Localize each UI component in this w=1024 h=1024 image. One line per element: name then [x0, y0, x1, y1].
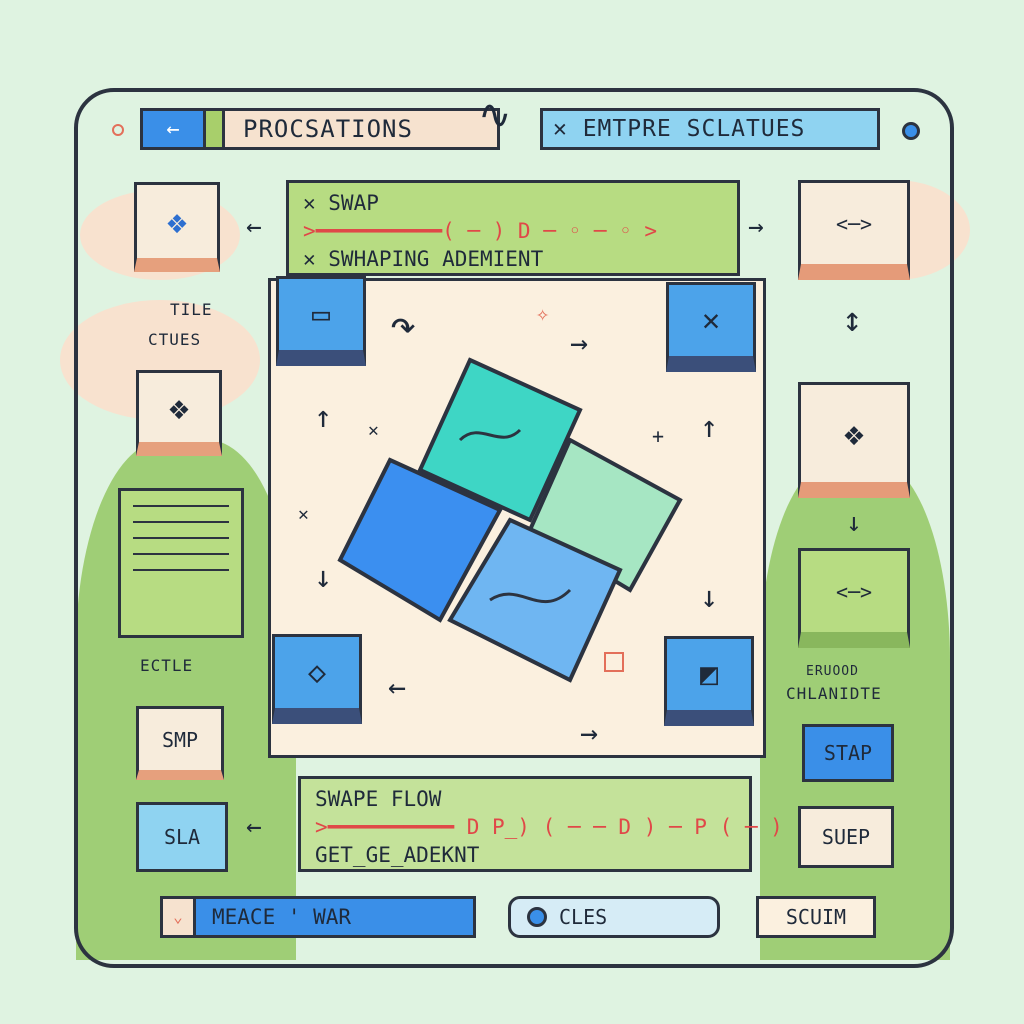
- block-blue-left[interactable]: [337, 457, 503, 623]
- arrow-up-icon: ↑: [700, 410, 719, 445]
- block-sky-bottom[interactable]: [447, 517, 623, 683]
- cube-bottom-left[interactable]: ◇: [272, 634, 362, 724]
- list-line: [133, 505, 229, 507]
- right-tile-top[interactable]: <─>: [798, 180, 910, 280]
- status-dot-left: [112, 124, 124, 136]
- header-right-bar[interactable]: ✕ EMTPRE SCLATUES: [540, 108, 880, 150]
- arrow-left-icon: ←: [388, 670, 407, 705]
- cles-button-label: CLES: [559, 905, 608, 929]
- text-list-panel[interactable]: [118, 488, 244, 638]
- swap-squiggle-icon: ∿: [478, 92, 512, 138]
- stap-button[interactable]: STAP: [802, 724, 894, 782]
- ectle-label: ECTLE: [140, 656, 194, 675]
- hill-right: [760, 460, 950, 960]
- python-tile-lower[interactable]: ❖: [136, 370, 222, 456]
- plus-mark-icon: +: [652, 424, 665, 448]
- square-icon: ▭: [311, 297, 331, 332]
- circle-icon: [527, 907, 547, 927]
- arrow-up-icon: ↑: [314, 400, 333, 435]
- list-line: [133, 569, 229, 571]
- code-line: >━━━━━━━━━━( ─ ) D ─ ◦ ─ ◦ >: [303, 219, 658, 243]
- code-line: GET_GE_ADEKNT: [315, 843, 480, 867]
- curved-arrow-icon: ↷: [390, 300, 417, 351]
- python-icon: ❖: [168, 387, 190, 428]
- folder-icon: ◩: [699, 657, 719, 692]
- arrow-down-icon: ↓: [700, 580, 719, 615]
- code-line: SWAPE FLOW: [315, 787, 442, 811]
- chevron-down-icon: ⌄: [163, 899, 196, 935]
- arrow-right-icon: →: [580, 716, 599, 751]
- right-label-top: ERUOOD: [806, 664, 859, 679]
- right-tile-python[interactable]: ❖: [798, 382, 910, 498]
- arrow-right-icon: →: [570, 326, 589, 361]
- arrow-left-icon: ←: [246, 812, 262, 842]
- arrow-down-icon: ↓: [314, 560, 333, 595]
- suep-button[interactable]: SUEP: [798, 806, 894, 868]
- scuim-button-label: SCUIM: [785, 905, 847, 929]
- sla-button-label: SLA: [163, 825, 201, 849]
- square-mark-icon: [604, 652, 624, 672]
- app-window: [74, 88, 954, 968]
- header-strip: [206, 111, 225, 147]
- stap-button-label: STAP: [823, 741, 873, 765]
- scuim-button[interactable]: SCUIM: [756, 896, 876, 938]
- tile-label: TILE: [170, 300, 213, 319]
- block-teal[interactable]: [417, 357, 583, 523]
- suep-button-label: SUEP: [821, 825, 871, 849]
- close-mark-icon: ✕: [298, 504, 309, 525]
- python-icon: ❖: [166, 201, 188, 242]
- arrow-updown-icon: ↕: [842, 300, 863, 340]
- arrow-left-icon: ←: [246, 212, 262, 242]
- right-label-bottom: CHLANIDTE: [786, 684, 882, 703]
- list-line: [133, 537, 229, 539]
- python-icon: ❖: [843, 413, 865, 454]
- smp-button[interactable]: SMP: [136, 706, 224, 780]
- status-dot: [902, 122, 920, 140]
- code-line: ✕ SWHAPING ADEMIENT: [303, 247, 544, 271]
- swap-arrows-icon: <─>: [835, 211, 873, 236]
- arrow-right-icon: →: [748, 212, 764, 242]
- header-left-title: PROCSATIONS: [243, 115, 413, 143]
- list-line: [133, 553, 229, 555]
- message-bar[interactable]: ⌄ MEACE ' WAR: [160, 896, 476, 938]
- cube-top-left[interactable]: ▭: [276, 276, 366, 366]
- arrow-down-icon: ↓: [846, 508, 862, 538]
- header-right-title: ✕ EMTPRE SCLATUES: [553, 116, 806, 142]
- swap-blocks-diagram[interactable]: [330, 330, 710, 710]
- sparkle-icon: ✧: [536, 302, 550, 327]
- sla-button[interactable]: SLA: [136, 802, 228, 872]
- list-line: [133, 521, 229, 523]
- tile-sublabel: CTUES: [148, 330, 202, 349]
- code-panel-top[interactable]: ✕ SWAP >━━━━━━━━━━( ─ ) D ─ ◦ ─ ◦ > ✕ SW…: [286, 180, 740, 276]
- diamond-icon: ◇: [307, 655, 327, 690]
- cles-button[interactable]: CLES: [508, 896, 720, 938]
- back-button[interactable]: ←: [143, 111, 206, 147]
- code-panel-bottom[interactable]: SWAPE FLOW >━━━━━━━━━━ D P_) ( ─ ─ D ) ─…: [298, 776, 783, 872]
- right-tile-green[interactable]: <─>: [798, 548, 910, 648]
- code-line: >━━━━━━━━━━ D P_) ( ─ ─ D ) ─ P ( ─ ): [315, 815, 783, 839]
- smp-button-label: SMP: [161, 727, 199, 752]
- cube-top-right[interactable]: ✕: [666, 282, 756, 372]
- swap-arrows-icon: <─>: [835, 579, 873, 604]
- close-icon: ✕: [701, 303, 721, 338]
- close-mark-icon: ✕: [368, 420, 379, 441]
- code-line: ✕ SWAP: [303, 191, 379, 215]
- left-arrow-icon: ←: [166, 116, 180, 142]
- python-tile-top[interactable]: ❖: [134, 182, 220, 272]
- header-left-bar[interactable]: ← PROCSATIONS: [140, 108, 500, 150]
- cube-bottom-right[interactable]: ◩: [664, 636, 754, 726]
- message-bar-text: MEACE ' WAR: [212, 905, 352, 929]
